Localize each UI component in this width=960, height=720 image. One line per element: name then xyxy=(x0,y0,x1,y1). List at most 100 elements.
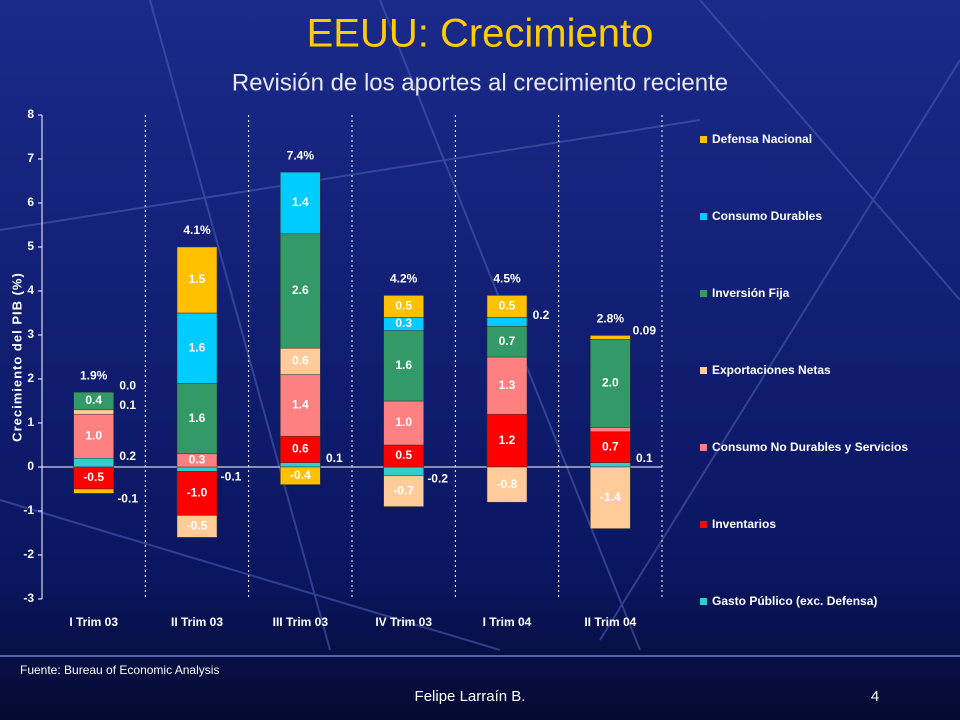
y-tick-label: 1 xyxy=(27,415,34,429)
value-label: 0.2 xyxy=(533,308,550,322)
bar-segment xyxy=(486,317,528,327)
value-label: 0.6 xyxy=(292,442,309,456)
value-label: -0.4 xyxy=(290,468,311,482)
x-tick-label: IV Trim 03 xyxy=(375,615,432,629)
total-label: 2.8% xyxy=(597,312,625,326)
bar-segment xyxy=(486,413,528,468)
value-label: 1.0 xyxy=(395,415,412,429)
value-label: -0.5 xyxy=(187,519,208,533)
y-tick-label: 6 xyxy=(27,195,34,209)
bar-segment xyxy=(590,466,631,529)
value-label: 0.0 xyxy=(119,378,136,392)
bar-segment xyxy=(176,515,218,538)
bar-segment xyxy=(383,295,424,318)
bar-segment xyxy=(590,427,631,433)
bar-segment xyxy=(280,347,321,375)
bar-segment xyxy=(176,466,218,472)
legend-swatch xyxy=(700,213,707,220)
value-label: 1.4 xyxy=(292,195,309,209)
legend-label: Gasto Público (exc. Defensa) xyxy=(712,594,877,608)
value-label: 2.0 xyxy=(602,376,619,390)
x-tick-label: I Trim 04 xyxy=(483,615,532,629)
bar-segment xyxy=(280,374,321,437)
value-label: 2.6 xyxy=(292,283,309,297)
y-tick-label: 7 xyxy=(27,151,34,165)
total-label: 1.9% xyxy=(80,368,108,382)
bar-segment xyxy=(486,295,528,318)
bar-segment xyxy=(280,466,321,485)
bar-segment xyxy=(176,471,218,516)
value-label: 1.6 xyxy=(189,411,206,425)
bar-segment xyxy=(73,391,114,411)
bar-segment xyxy=(280,435,321,463)
value-label: -0.8 xyxy=(497,477,518,491)
x-tick-label: II Trim 03 xyxy=(171,615,223,629)
value-label: -0.2 xyxy=(427,472,448,486)
y-tick-label: -2 xyxy=(23,547,34,561)
legend-label: Inventarios xyxy=(712,517,776,531)
value-label: 0.1 xyxy=(636,451,653,465)
legend-swatch xyxy=(700,521,707,528)
chart-subtitle: Revisión de los aportes al crecimiento r… xyxy=(232,69,728,96)
decor-lines xyxy=(0,0,960,651)
legend-label: Consumo No Durables y Servicios xyxy=(712,440,908,454)
legend-label: Consumo Durables xyxy=(712,209,822,223)
value-label: -1.0 xyxy=(187,486,208,500)
y-axis-label: Crecimiento del PIB (%) xyxy=(9,272,24,442)
value-label: -0.1 xyxy=(221,469,242,483)
value-label: 0.5 xyxy=(395,448,412,462)
x-tick-label: I Trim 03 xyxy=(69,615,118,629)
y-tick-label: 3 xyxy=(27,327,34,341)
value-label: -0.1 xyxy=(117,491,138,505)
bar-segment xyxy=(383,400,424,446)
bar-segment xyxy=(73,409,114,415)
y-tick-label: 5 xyxy=(27,239,34,253)
total-label: 4.1% xyxy=(183,223,211,237)
y-tick-label: -3 xyxy=(23,591,34,605)
bar-segment xyxy=(486,325,528,358)
legend-swatch xyxy=(700,444,707,451)
total-label: 4.5% xyxy=(493,272,521,286)
value-label: 0.09 xyxy=(633,324,657,338)
bar-segment xyxy=(486,356,528,415)
legend-swatch xyxy=(700,136,707,143)
chart-title: EEUU: Crecimiento xyxy=(307,12,654,56)
y-tick-label: -1 xyxy=(23,503,34,517)
total-label: 7.4% xyxy=(287,148,315,162)
legend-swatch xyxy=(700,290,707,297)
value-label: -0.7 xyxy=(393,483,414,497)
total-label: 4.2% xyxy=(390,272,418,286)
value-label: 0.2 xyxy=(119,449,136,463)
y-tick-label: 0 xyxy=(27,459,34,473)
value-label: 0.5 xyxy=(499,299,516,313)
bar-segment xyxy=(280,171,321,235)
y-tick-label: 4 xyxy=(27,283,34,297)
y-tick-label: 2 xyxy=(27,371,34,385)
bar-segment xyxy=(590,339,631,428)
value-label: 0.7 xyxy=(499,334,516,348)
x-tick-label: II Trim 04 xyxy=(584,615,636,629)
bar-segment xyxy=(73,457,114,468)
value-label: 0.3 xyxy=(395,316,412,330)
value-label: 0.7 xyxy=(602,439,619,453)
bar-segment xyxy=(590,431,631,463)
bar-segment xyxy=(590,462,631,468)
legend-label: Exportaciones Netas xyxy=(712,363,831,377)
value-label: -0.5 xyxy=(83,470,104,484)
source: Fuente: Bureau of Economic Analysis xyxy=(20,663,219,677)
value-label: 0.4 xyxy=(85,393,102,407)
legend-swatch xyxy=(700,598,707,605)
bar-segment xyxy=(280,233,321,349)
legend-label: Inversión Fija xyxy=(712,286,790,300)
y-tick-label: 8 xyxy=(27,107,34,121)
legend-label: Defensa Nacional xyxy=(712,132,812,146)
value-label: 1.5 xyxy=(189,272,206,286)
value-label: 1.0 xyxy=(85,428,102,442)
bar-segment xyxy=(383,475,424,507)
page-number: 4 xyxy=(871,688,879,705)
bar-segment xyxy=(383,330,424,402)
value-label: 1.3 xyxy=(499,378,516,392)
bar-segment xyxy=(383,466,424,477)
